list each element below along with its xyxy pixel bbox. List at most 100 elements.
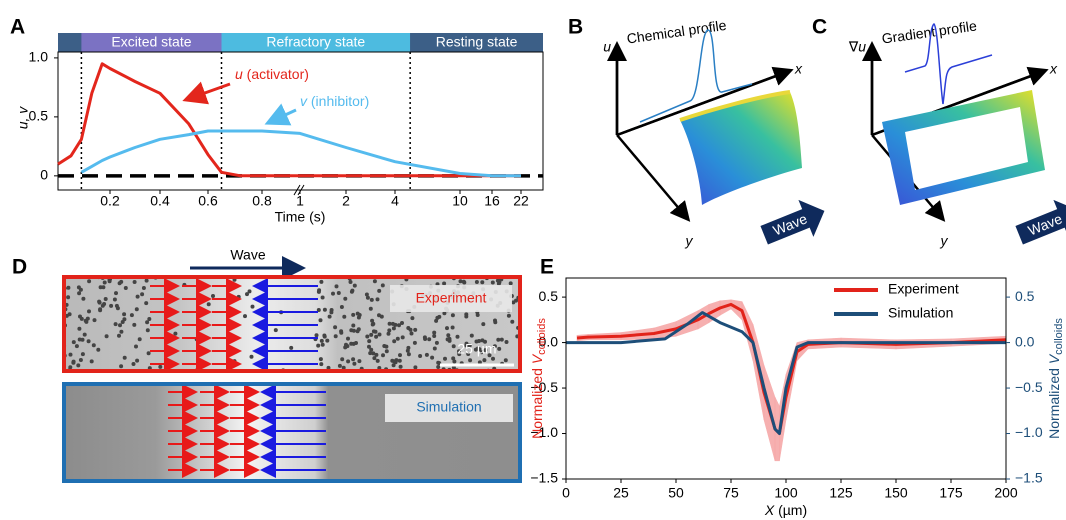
colloid <box>458 279 463 284</box>
colloid <box>66 295 71 300</box>
colloid <box>77 337 82 342</box>
label-box <box>385 394 513 422</box>
x-tick-label: 0.8 <box>252 193 272 209</box>
x-tick-label: 100 <box>774 485 798 501</box>
colloid <box>450 313 455 318</box>
panel-label: D <box>12 256 27 279</box>
colloid <box>77 326 82 331</box>
x-tick-label: 175 <box>939 485 963 501</box>
axis-y-label: y <box>940 233 949 249</box>
colloid <box>98 308 103 313</box>
colloid <box>82 332 87 337</box>
x-axis-label: X (µm) <box>764 502 807 518</box>
colloid <box>392 339 397 344</box>
axis-arrow-x <box>616 66 794 137</box>
x-tick-label: 75 <box>723 485 739 501</box>
x-tick-label: 1 <box>296 193 304 209</box>
colloid <box>119 329 124 334</box>
colloid <box>74 344 79 349</box>
colloid <box>273 328 278 333</box>
x-tick-label: 150 <box>884 485 908 501</box>
y-tick-label: 0 <box>40 167 48 183</box>
colloid <box>68 365 73 370</box>
x-tick-label: 16 <box>484 193 500 209</box>
colloid <box>247 289 252 294</box>
colloid <box>86 339 91 344</box>
colloid <box>435 315 440 320</box>
colloid <box>351 323 356 328</box>
axis-x-label: x <box>794 61 803 77</box>
colloid <box>497 346 502 351</box>
annotation-symbol: u <box>235 66 243 82</box>
colloid <box>243 314 247 319</box>
colloid <box>370 318 375 323</box>
colloid <box>367 344 371 349</box>
colloid <box>357 313 362 317</box>
legend-label: Experiment <box>888 281 959 297</box>
colloid <box>445 326 449 331</box>
colloid <box>340 357 345 362</box>
axis-label-text: Normalized <box>1046 364 1062 439</box>
colloid <box>144 301 149 306</box>
colloid <box>325 338 330 343</box>
colloid <box>140 292 145 297</box>
colloid <box>322 307 327 312</box>
colloid <box>80 352 85 357</box>
colloid <box>386 331 391 336</box>
colloid <box>432 334 437 338</box>
colloid <box>377 332 382 337</box>
colloid <box>101 285 106 290</box>
colloid <box>67 312 72 317</box>
panel-label: B <box>568 16 583 39</box>
y-tick-label: 1.0 <box>29 49 49 65</box>
colloid <box>369 297 374 302</box>
colloid <box>409 331 414 336</box>
colloid <box>461 279 466 284</box>
colloid <box>91 343 96 348</box>
colloid <box>477 347 482 352</box>
colloid <box>400 335 405 340</box>
sim-border <box>62 382 522 483</box>
axis-break <box>293 184 305 196</box>
colloid <box>365 295 370 300</box>
colloid <box>96 347 101 352</box>
x-tick-label: 0.2 <box>100 193 120 209</box>
colloid <box>379 314 384 319</box>
colloid <box>333 334 338 339</box>
state-label: Refractory state <box>266 34 365 50</box>
axis-label-subscript: colloids <box>1053 318 1065 355</box>
colloid <box>374 352 379 357</box>
colloid <box>349 328 354 333</box>
colloid <box>398 353 402 358</box>
colloid <box>122 355 127 360</box>
annotation: u (activator) <box>235 66 309 82</box>
colloid <box>398 364 403 369</box>
colloid <box>144 278 149 283</box>
panel-label: E <box>540 256 554 279</box>
wave-label: Wave <box>230 247 265 263</box>
x-tick-label: 0.6 <box>198 193 218 209</box>
colloid <box>369 332 374 337</box>
x-tick-label: 200 <box>994 485 1018 501</box>
y-tick-label: 0.5 <box>539 288 559 304</box>
state-label: Excited state <box>111 34 191 50</box>
axis-label-symbol: V <box>1046 353 1062 364</box>
y2-tick-label: 0.0 <box>1015 333 1035 349</box>
colloid <box>371 329 376 334</box>
colloid <box>496 281 501 286</box>
colloid <box>118 323 122 328</box>
colloid <box>395 336 400 341</box>
legend-label: Simulation <box>888 305 953 321</box>
colloid <box>364 292 369 297</box>
y2-tick-label: 0.5 <box>1015 288 1035 304</box>
colloid <box>445 337 450 342</box>
colloid <box>493 318 497 323</box>
colloid <box>352 283 357 288</box>
wave-arrow: Wave <box>1015 199 1066 245</box>
series-line <box>80 129 521 178</box>
colloid <box>367 339 372 344</box>
colloid <box>390 358 395 363</box>
colloid <box>319 338 324 343</box>
annotation-arrow <box>182 81 231 105</box>
axis-x-label: x <box>1049 61 1058 77</box>
